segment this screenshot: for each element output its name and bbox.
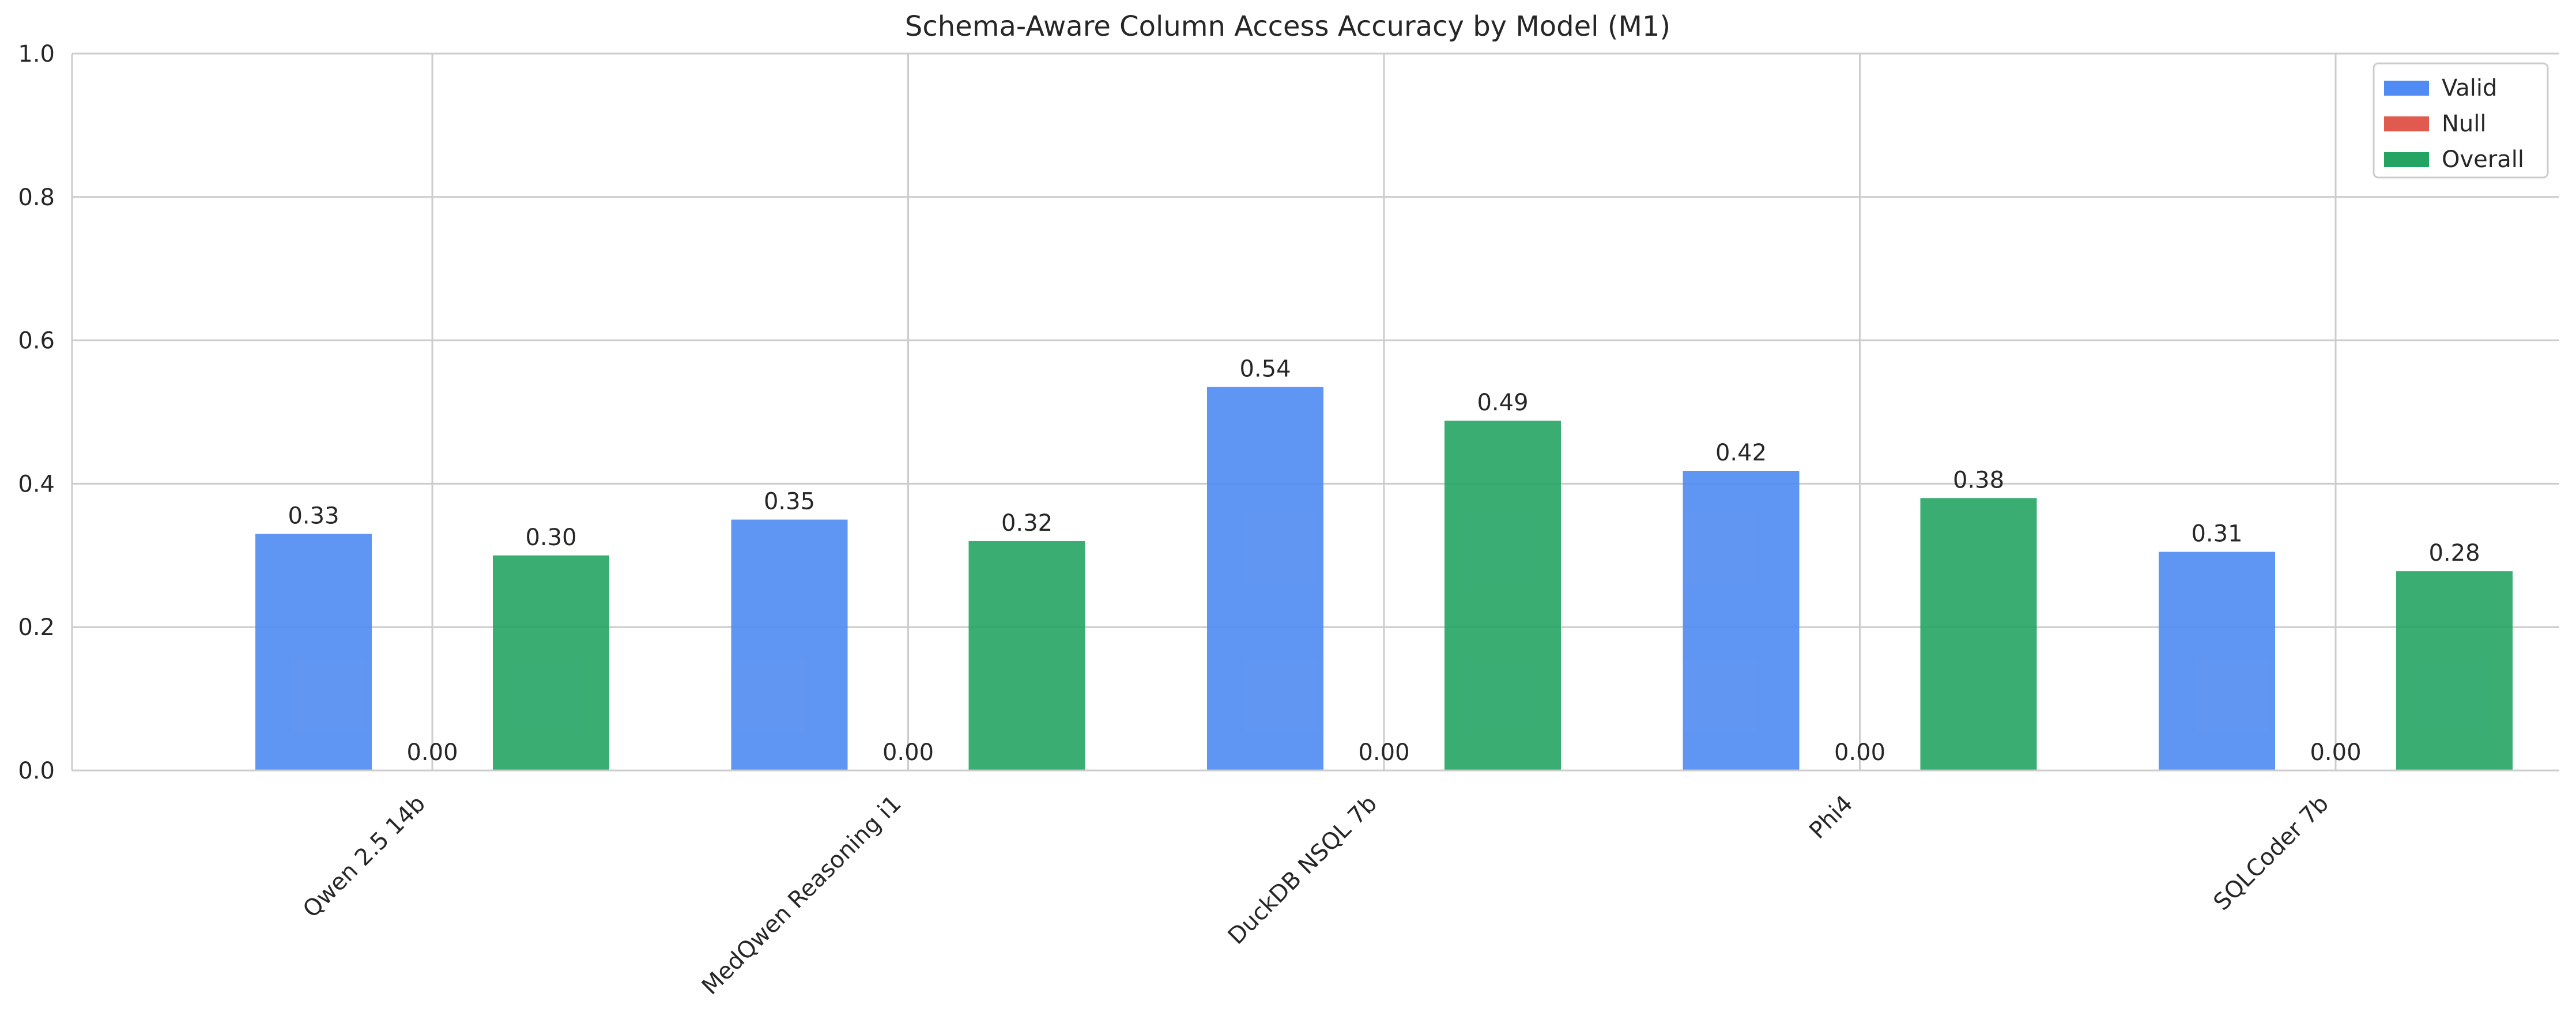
bar-valid — [1207, 387, 1323, 770]
data-label-overall: 0.28 — [2428, 540, 2480, 566]
bar-valid — [255, 534, 372, 770]
data-label-valid: 0.31 — [2191, 521, 2242, 547]
data-label-valid: 0.33 — [288, 503, 339, 529]
data-label-null: 0.00 — [1358, 739, 1409, 766]
data-label-overall: 0.32 — [1001, 510, 1053, 537]
y-tick-label: 0.2 — [18, 614, 55, 641]
bar-overall — [1920, 498, 2037, 770]
x-tick-label: Phi4 — [1804, 791, 1858, 844]
legend-swatch-valid — [2384, 81, 2429, 96]
bar-overall — [493, 555, 609, 770]
data-label-null: 0.00 — [882, 739, 934, 766]
y-tick-label: 0.0 — [18, 758, 55, 784]
bar-valid — [731, 519, 848, 770]
data-label-null: 0.00 — [1834, 739, 1885, 766]
data-label-overall: 0.38 — [1953, 467, 2004, 493]
legend: Valid Null Overall — [2373, 62, 2549, 179]
legend-swatch-null — [2384, 116, 2429, 131]
y-tick-label: 1.0 — [18, 41, 55, 67]
data-label-overall: 0.49 — [1477, 390, 1528, 416]
y-tick-label: 0.8 — [18, 184, 55, 211]
bar-valid — [1683, 471, 1800, 770]
chart-title: Schema-Aware Column Access Accuracy by M… — [905, 10, 1670, 43]
x-tick-label: DuckDB NSQL 7b — [1223, 791, 1382, 950]
data-label-null: 0.00 — [2310, 739, 2361, 766]
bar-overall — [2396, 571, 2513, 770]
y-tick-label: 0.4 — [18, 471, 55, 497]
bars — [255, 387, 2513, 770]
x-tick-label: Qwen 2.5 14b — [298, 791, 431, 923]
data-label-valid: 0.35 — [764, 489, 815, 515]
legend-label-valid: Valid — [2442, 75, 2497, 101]
data-label-valid: 0.42 — [1715, 440, 1767, 466]
legend-label-overall: Overall — [2442, 146, 2524, 173]
data-labels: 0.33 0.35 0.54 0.42 0.31 0.00 0.00 0.00 0.00 0.00… — [288, 356, 2480, 766]
bar-overall — [1444, 420, 1561, 770]
data-label-valid: 0.54 — [1239, 356, 1291, 382]
x-tick-label: MedQwen Reasoning i1 — [697, 791, 907, 1000]
bar-valid — [2159, 551, 2275, 770]
data-label-overall: 0.30 — [525, 524, 576, 551]
data-label-null: 0.00 — [406, 739, 458, 766]
x-tick-label: SQLCoder 7b — [2209, 791, 2334, 916]
legend-swatch-overall — [2384, 152, 2429, 167]
bar-overall — [968, 541, 1085, 770]
y-tick-label: 0.6 — [18, 328, 55, 354]
legend-label-null: Null — [2442, 111, 2487, 137]
